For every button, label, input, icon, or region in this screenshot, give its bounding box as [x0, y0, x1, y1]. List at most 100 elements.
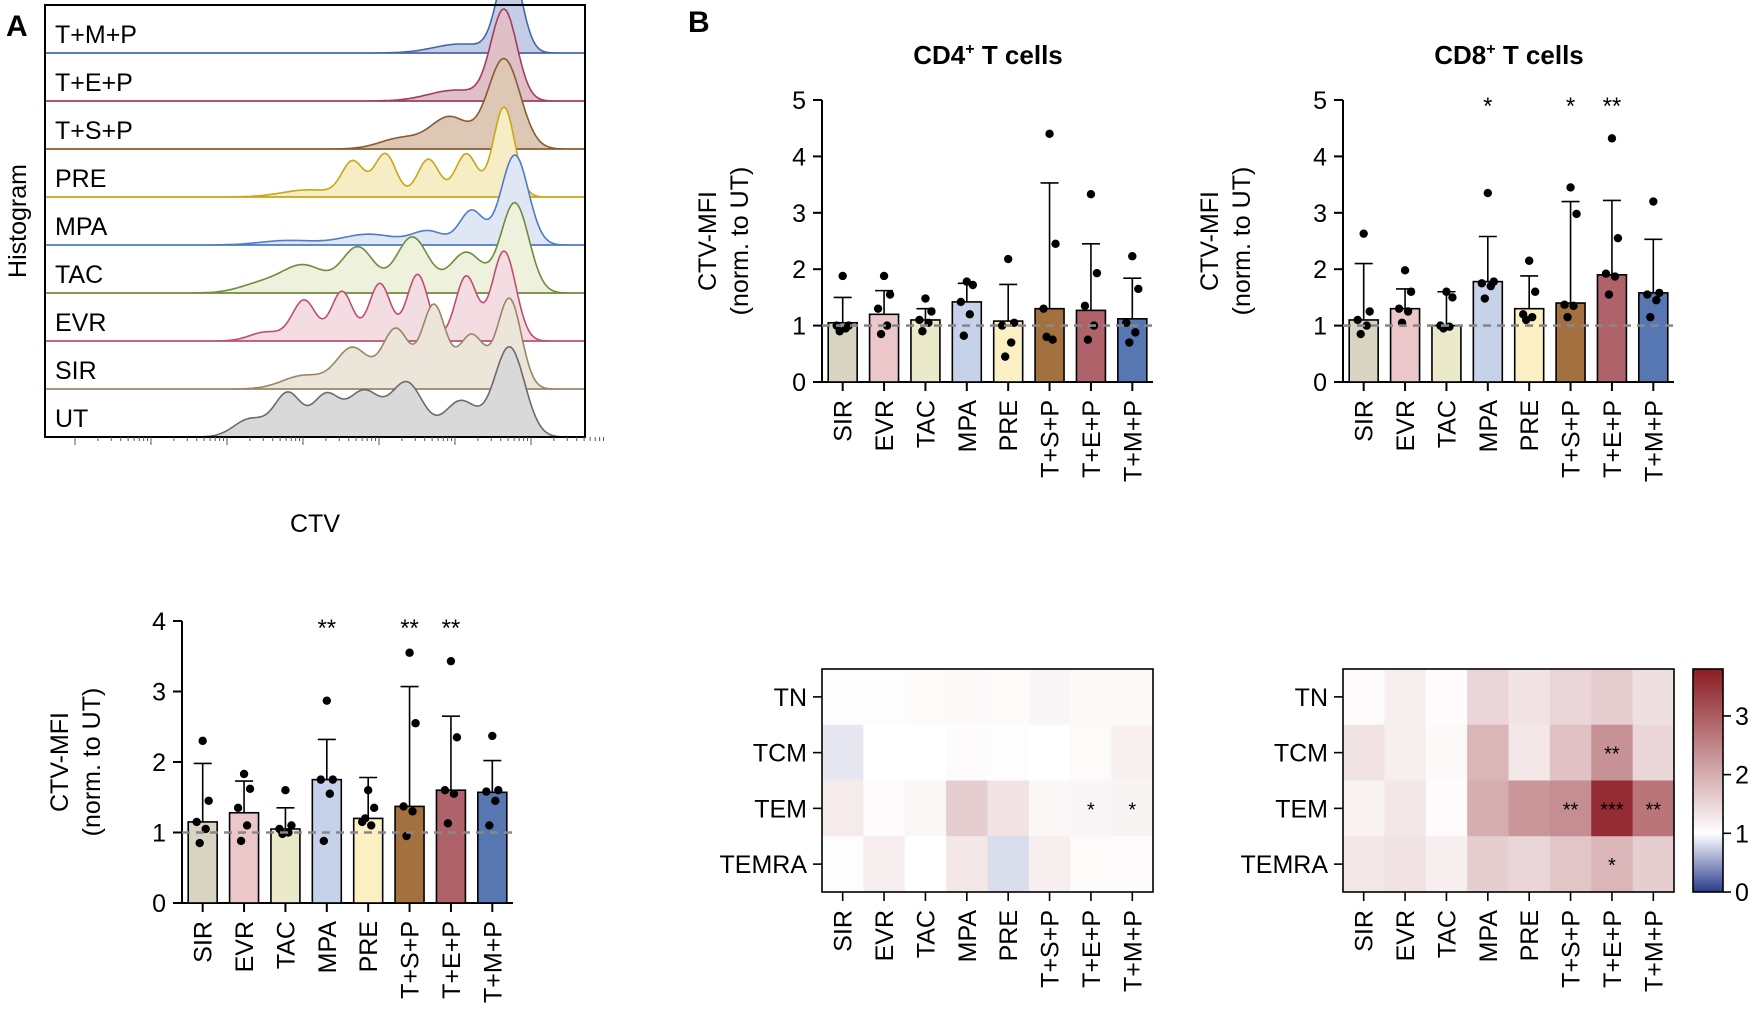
data-point [449, 789, 459, 798]
heatmap-row-label: TEMRA [720, 851, 808, 879]
heatmap-significance: * [1128, 799, 1136, 821]
heatmap-cell [1632, 780, 1675, 837]
data-point [918, 327, 927, 336]
data-point [239, 769, 249, 779]
data-point [1131, 328, 1140, 337]
heatmap-col-label: T+E+P [1599, 910, 1627, 988]
heatmap-cell [904, 724, 947, 781]
data-point [1122, 318, 1131, 327]
data-point [482, 787, 491, 796]
heatmap-cell [1425, 780, 1468, 837]
heatmap-col-label: T+S+P [1558, 910, 1586, 988]
heatmap-cell [1467, 780, 1509, 837]
heatmap-cell [904, 780, 947, 837]
heatmap-cell [1632, 669, 1675, 726]
significance-marker: ** [400, 615, 419, 642]
heatmap-cell [1070, 669, 1113, 726]
data-point [319, 836, 329, 846]
data-point [1483, 188, 1493, 198]
x-tick-label: SIR [830, 400, 858, 442]
heatmap-cell [987, 836, 1030, 893]
data-point [927, 307, 936, 316]
data-point [1524, 256, 1534, 265]
data-point [411, 719, 420, 728]
heatmap-col-label: TAC [1433, 910, 1461, 958]
x-tick-label: T+S+P [1558, 400, 1586, 478]
x-tick-label: TAC [912, 400, 940, 448]
heatmap-cell [1425, 669, 1468, 726]
x-tick-label: PRE [1516, 400, 1544, 451]
data-point [245, 784, 255, 793]
x-tick-label: T+E+P [1599, 400, 1627, 478]
y-tick-label: 1 [792, 313, 806, 341]
bar-tac [270, 828, 301, 904]
y-tick-label: 5 [1313, 87, 1327, 115]
data-point [885, 290, 895, 299]
data-point [1394, 304, 1404, 313]
data-point [1652, 296, 1661, 305]
heatmap-cell [987, 724, 1030, 781]
y-tick-label: 2 [1313, 256, 1327, 284]
data-point [201, 824, 210, 834]
data-point [876, 329, 886, 339]
y-axis-label-units: (norm. to UT) [78, 688, 106, 837]
data-point [997, 321, 1007, 330]
data-point [242, 821, 252, 830]
data-point [1365, 307, 1374, 316]
heatmap-significance: ** [1646, 799, 1662, 821]
significance-marker: * [1483, 93, 1492, 120]
y-tick-label: 3 [1313, 200, 1327, 228]
y-axis-label: CTV-MFI [1196, 191, 1224, 291]
data-point [192, 817, 201, 827]
histogram-label-sir: SIR [55, 357, 97, 385]
data-point [360, 814, 370, 823]
data-point [1486, 281, 1496, 291]
y-tick-label: 4 [792, 143, 806, 171]
data-point [915, 315, 924, 325]
data-point [488, 731, 497, 741]
data-point [494, 786, 503, 795]
data-point [1039, 304, 1048, 313]
chart-title: CD8+ T cells [1434, 40, 1584, 70]
colorbar-bar [1692, 668, 1724, 893]
bar-chart-cd8: 0 1 2 3 4 5 SIR EVR TAC * MPA PRE * T+S+P ** T+E+P T+M+P… [1196, 40, 1674, 482]
heatmap-col-label: MPA [1475, 910, 1503, 963]
x-tick-label: MPA [954, 400, 982, 453]
data-point [1569, 301, 1578, 311]
x-tick-label: EVR [231, 921, 259, 972]
heatmap-row-label: TCM [753, 740, 807, 768]
data-point [1530, 287, 1540, 296]
data-point [1610, 272, 1620, 281]
heatmap-col-label: MPA [954, 910, 982, 963]
data-point [1477, 279, 1487, 288]
x-tick-label: SIR [1351, 400, 1379, 442]
heatmap-row-label: TN [1295, 684, 1328, 712]
data-point [1403, 307, 1413, 316]
heatmap-cell [1111, 780, 1154, 837]
bar-sir [187, 821, 218, 904]
heatmap-frame [821, 668, 1154, 893]
heatmap-cell [1070, 780, 1113, 837]
data-point [1613, 233, 1623, 243]
heatmap-cell [1508, 836, 1551, 893]
data-point [1045, 129, 1054, 139]
data-point [1566, 183, 1575, 192]
x-tick-label: T+E+P [1078, 400, 1106, 478]
x-tick-label: PRE [995, 400, 1023, 451]
data-point [366, 821, 376, 830]
data-point [1649, 197, 1658, 206]
histogram-label-t+m+p: T+M+P [55, 21, 137, 49]
bar-t+e+p [435, 789, 467, 904]
data-point [443, 819, 453, 828]
heatmap-cell [904, 836, 947, 893]
histogram-label-ut: UT [55, 405, 88, 433]
panel-label-b: B [688, 6, 710, 39]
heatmap-cell [822, 780, 864, 837]
x-tick-label: EVR [871, 400, 899, 451]
data-point [233, 803, 243, 813]
heatmap-cell [822, 724, 864, 781]
bar-t+m+p [1117, 318, 1148, 383]
histogram-panel: T+M+P T+E+P T+S+P PRE MPA TAC EVR SIR UT CTV Histo… [4, 0, 605, 538]
heatmap-cell [946, 724, 988, 781]
y-tick-label: 0 [1313, 369, 1327, 397]
